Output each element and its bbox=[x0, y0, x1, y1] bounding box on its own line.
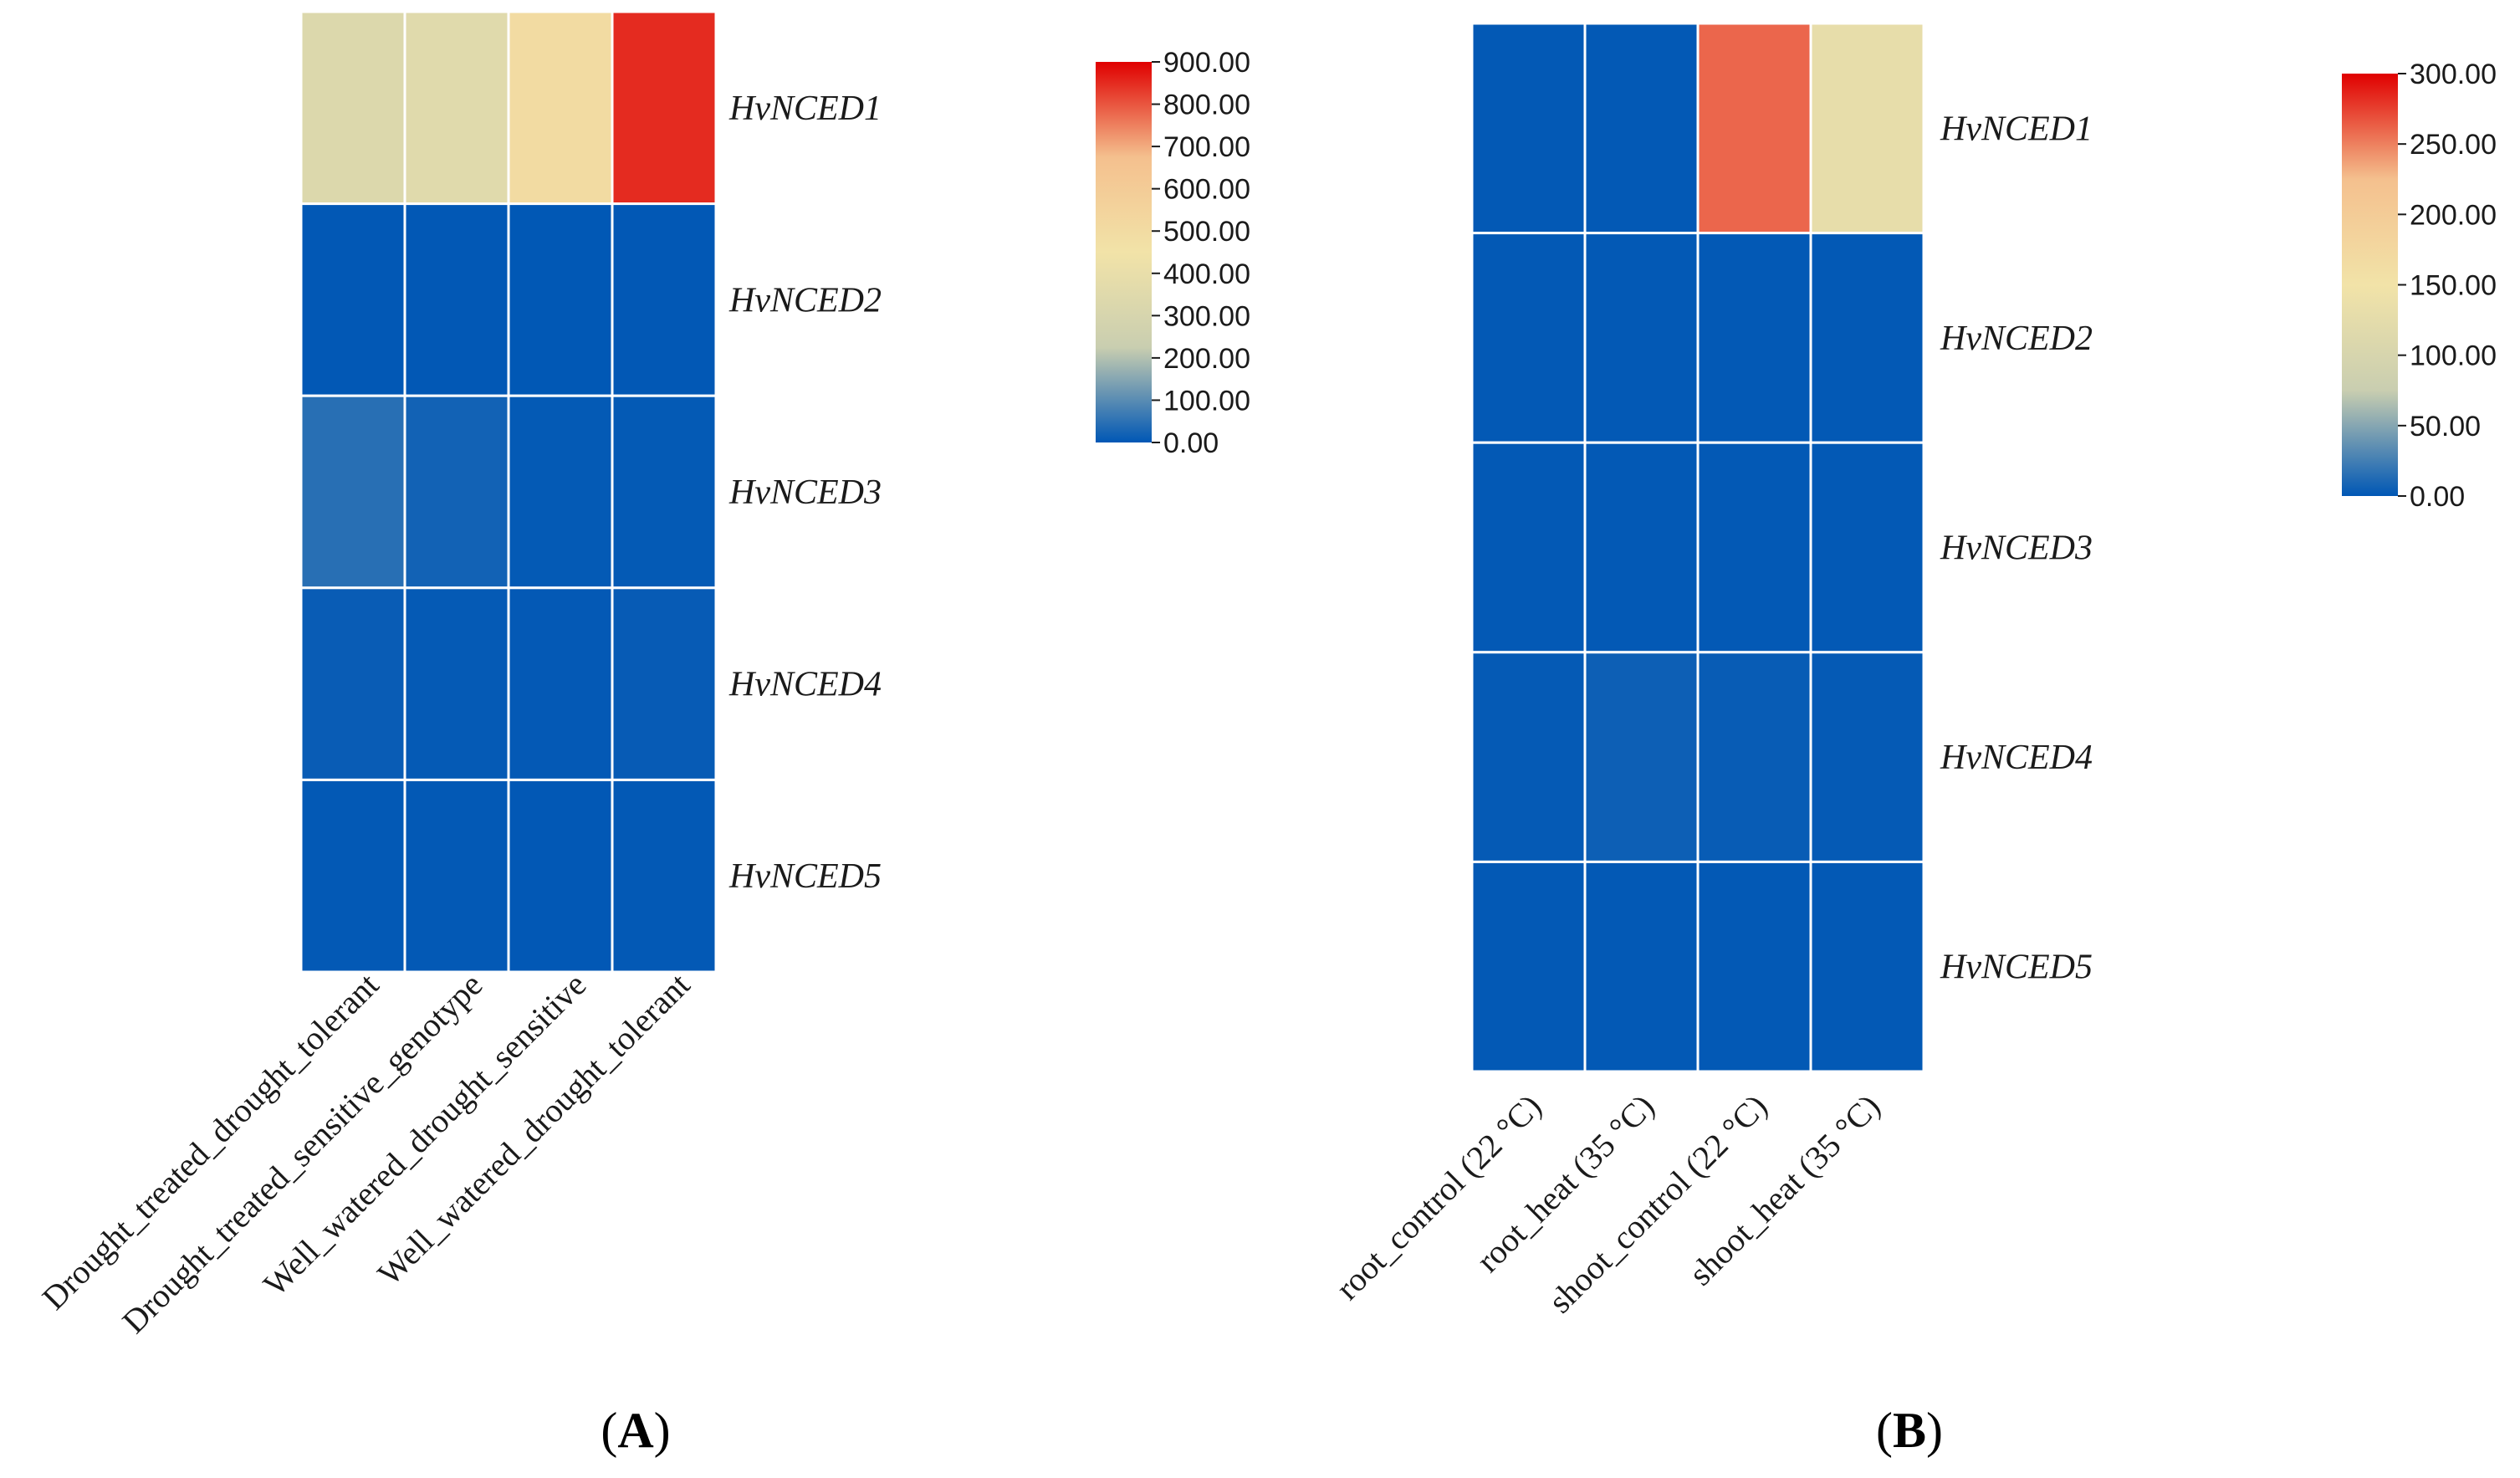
gene-label: HvNCED2 bbox=[728, 281, 882, 320]
colorbar-tick-label: 100.00 bbox=[1163, 385, 1250, 417]
gene-label: HvNCED1 bbox=[1940, 110, 2093, 148]
gene-label: HvNCED4 bbox=[728, 666, 882, 704]
heatmap-cells-b bbox=[1470, 22, 1925, 1073]
gene-label: HvNCED3 bbox=[728, 473, 882, 512]
heatmap-cell bbox=[507, 10, 614, 206]
gene-label: HvNCED1 bbox=[728, 89, 882, 128]
heatmap-cell bbox=[1583, 651, 1700, 863]
heatmap-cell bbox=[611, 394, 718, 590]
heatmap-cell bbox=[507, 202, 614, 397]
column-label: root_control (22 °C) bbox=[1328, 1087, 1548, 1307]
heatmap-cell bbox=[1809, 441, 1925, 654]
heatmap-cell bbox=[299, 202, 406, 397]
heatmap-cell bbox=[403, 10, 510, 206]
heatmap-cell bbox=[403, 586, 510, 781]
colorbar-b: 300.00 250.00 200.00 150.00 100.00 50.00 0.00 bbox=[2342, 59, 2497, 513]
colorbar-ticks-b: 300.00 250.00 200.00 150.00 100.00 50.00 0.00 bbox=[2398, 59, 2497, 513]
heatmap-cell bbox=[1583, 232, 1700, 444]
heatmap-cell bbox=[403, 778, 510, 974]
heatmap-cell bbox=[1696, 232, 1812, 444]
heatmap-cells-a bbox=[299, 10, 718, 974]
heatmap-cell bbox=[1470, 232, 1587, 444]
heatmap-cell bbox=[1809, 651, 1925, 863]
gene-label: HvNCED5 bbox=[1940, 949, 2093, 987]
heatmap-cell bbox=[1470, 651, 1587, 863]
colorbar-tick-label: 100.00 bbox=[2410, 340, 2497, 372]
panel-label-b: (B) bbox=[1876, 1403, 1943, 1458]
heatmap-cell bbox=[299, 778, 406, 974]
colorbar-a: 900.00 800.00 700.00 600.00 500.00 400.00 300.… bbox=[1096, 47, 1250, 459]
colorbar-tick-label: 200.00 bbox=[1163, 343, 1250, 375]
heatmap-cell bbox=[1470, 441, 1587, 654]
column-label: shoot_control (22 °C) bbox=[1541, 1087, 1775, 1321]
heatmap-cell bbox=[1809, 860, 1925, 1073]
colorbar-tick-label: 250.00 bbox=[2410, 129, 2497, 161]
heatmap-cell bbox=[611, 586, 718, 781]
heatmap-cell bbox=[299, 394, 406, 590]
colorbar-gradient-a bbox=[1096, 62, 1152, 442]
gene-label: HvNCED5 bbox=[728, 857, 882, 896]
colorbar-tick-label: 600.00 bbox=[1163, 174, 1250, 206]
gene-label: HvNCED4 bbox=[1940, 739, 2093, 777]
heatmap-cell bbox=[507, 778, 614, 974]
heatmap-cell bbox=[507, 586, 614, 781]
heatmap-cell bbox=[611, 778, 718, 974]
heatmap-cell bbox=[1583, 441, 1700, 654]
heatmap-cell bbox=[1583, 22, 1700, 235]
heatmap-cell bbox=[299, 10, 406, 206]
colorbar-tick-label: 300.00 bbox=[1163, 300, 1250, 332]
colorbar-tick-label: 700.00 bbox=[1163, 131, 1250, 163]
heatmap-cell bbox=[299, 586, 406, 781]
colorbar-tick-label: 400.00 bbox=[1163, 258, 1250, 290]
heatmap-cell bbox=[507, 394, 614, 590]
heatmap-cell bbox=[611, 10, 718, 206]
heatmap-cell bbox=[403, 394, 510, 590]
panel-label-a: (A) bbox=[601, 1403, 670, 1458]
colorbar-tick-label: 300.00 bbox=[2410, 59, 2497, 90]
column-labels-b: root_control (22 °C)root_heat (35 °C)sho… bbox=[1328, 1087, 1887, 1321]
heatmap-cell bbox=[1696, 22, 1812, 235]
colorbar-tick-label: 500.00 bbox=[1163, 216, 1250, 248]
colorbar-ticks-a: 900.00 800.00 700.00 600.00 500.00 400.00 300.… bbox=[1152, 47, 1250, 459]
heatmap-cell bbox=[1583, 860, 1700, 1073]
heatmap-panel-b: HvNCED1 HvNCED2 HvNCED3 HvNCED4 HvNCED5 root… bbox=[1328, 22, 2497, 1458]
colorbar-tick-label: 200.00 bbox=[2410, 199, 2497, 231]
heatmap-cell bbox=[1696, 860, 1812, 1073]
colorbar-tick-label: 150.00 bbox=[2410, 270, 2497, 302]
heatmap-cell bbox=[1809, 22, 1925, 235]
heatmap-cell bbox=[1809, 232, 1925, 444]
heatmap-cell bbox=[1470, 860, 1587, 1073]
colorbar-tick-label: 50.00 bbox=[2410, 411, 2481, 442]
gene-labels-a: HvNCED1 HvNCED2 HvNCED3 HvNCED4 HvNCED5 bbox=[728, 89, 882, 896]
colorbar-tick-label: 0.00 bbox=[2410, 481, 2465, 513]
gene-label: HvNCED3 bbox=[1940, 529, 2093, 568]
column-label: shoot_heat (35 °C) bbox=[1682, 1087, 1888, 1293]
colorbar-tick-label: 800.00 bbox=[1163, 89, 1250, 121]
heatmap-panel-a: HvNCED1 HvNCED2 HvNCED3 HvNCED4 HvNCED5 Drou… bbox=[35, 10, 1250, 1458]
colorbar-tick-label: 900.00 bbox=[1163, 47, 1250, 79]
gene-label: HvNCED2 bbox=[1940, 320, 2093, 358]
heatmap-cell bbox=[403, 202, 510, 397]
column-labels-a: Drought_treated_drought_tolerantDrought_… bbox=[35, 966, 698, 1341]
heatmap-cell bbox=[1696, 441, 1812, 654]
heatmap-cell bbox=[1470, 22, 1587, 235]
colorbar-gradient-b bbox=[2342, 74, 2398, 496]
heatmap-cell bbox=[611, 202, 718, 397]
colorbar-tick-label: 0.00 bbox=[1163, 427, 1219, 459]
heatmap-cell bbox=[1696, 651, 1812, 863]
gene-labels-b: HvNCED1 HvNCED2 HvNCED3 HvNCED4 HvNCED5 bbox=[1940, 110, 2093, 986]
